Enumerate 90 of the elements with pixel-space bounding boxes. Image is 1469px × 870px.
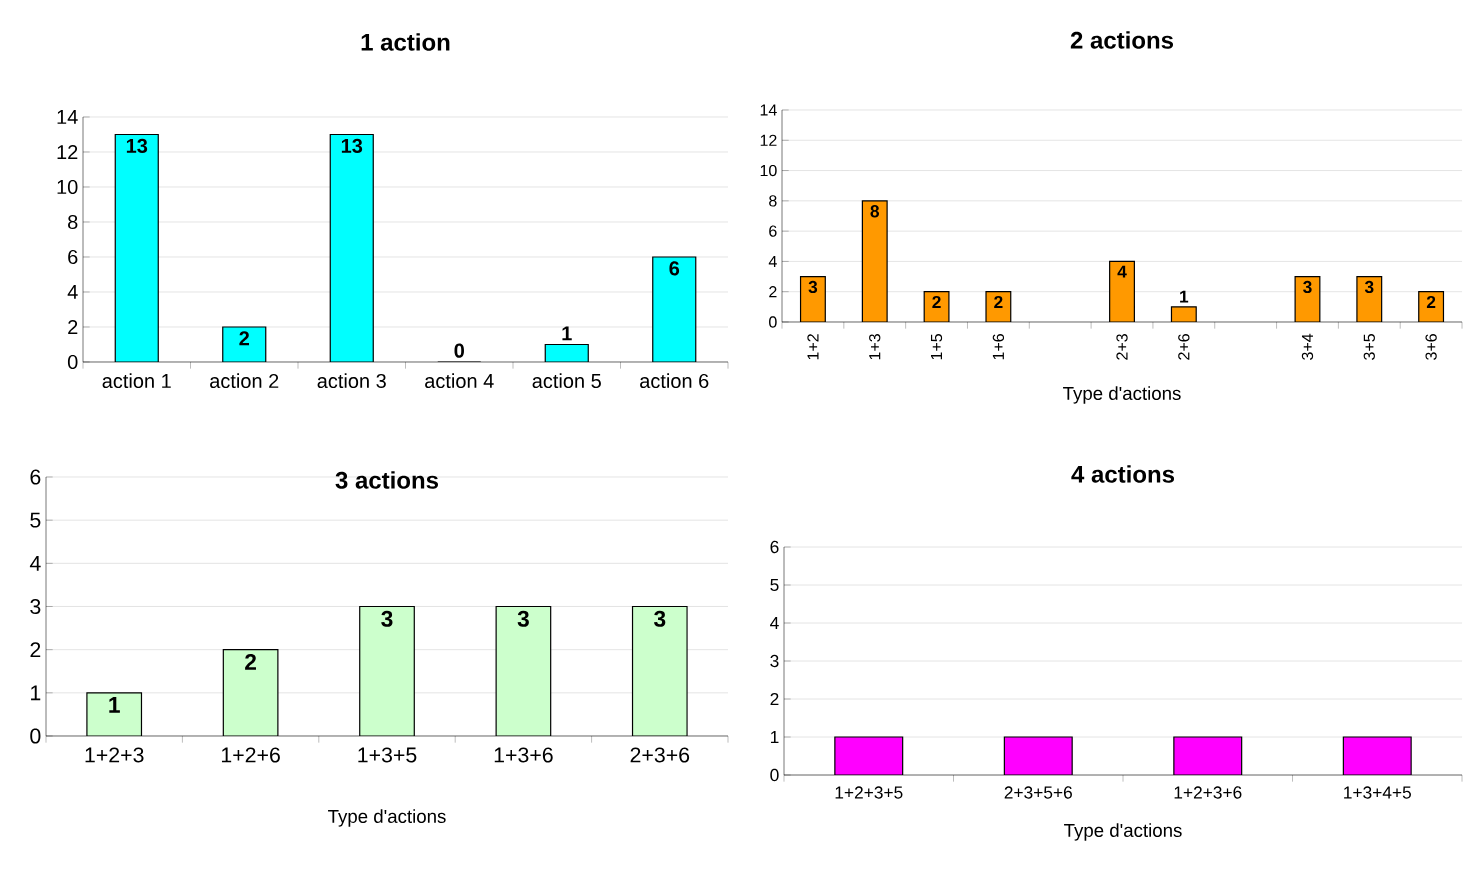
y-tick-label: 4 [770, 617, 779, 629]
data-label: 6 [669, 261, 680, 276]
y-tick-label: 10 [760, 164, 777, 177]
data-label: 2 [245, 653, 256, 670]
x-tick-label: 1+3+5 [358, 747, 417, 763]
x-tick-label: 1+5 [930, 334, 943, 360]
y-tick-label: 0 [67, 354, 78, 370]
y-tick-label: 0 [769, 316, 777, 328]
y-tick-label: 2 [68, 320, 78, 334]
x-axis-title: Type d'actions [1063, 386, 1181, 404]
x-tick-label: 1+2+6 [221, 747, 280, 763]
y-tick-label: 14 [57, 110, 78, 124]
data-label: 3 [1364, 280, 1374, 294]
y-tick-label: 1 [31, 685, 41, 701]
data-label: 3 [1303, 280, 1312, 294]
y-tick-label: 1 [770, 731, 779, 743]
y-tick-label: 0 [30, 728, 41, 744]
bar [86, 692, 143, 736]
x-tick-label: 1+3+6 [494, 747, 553, 763]
x-tick-label: 1+3+4+5 [1344, 786, 1411, 799]
x-tick-label: action 6 [640, 373, 709, 389]
y-tick-label: 2 [30, 642, 41, 658]
x-tick-label: 3+6 [1425, 334, 1437, 360]
data-label: 1 [562, 326, 572, 341]
chart-title: 1 action [361, 33, 450, 51]
data-label: 13 [126, 138, 148, 153]
x-tick-label: action 3 [317, 373, 386, 389]
y-tick-label: 4 [768, 255, 777, 267]
x-tick-label: 1+6 [992, 334, 1005, 360]
x-tick-label: 3+5 [1363, 334, 1375, 360]
x-tick-label: action 1 [102, 373, 171, 389]
bar [114, 133, 159, 362]
y-tick-label: 4 [67, 285, 78, 299]
data-label: 0 [454, 343, 464, 358]
y-tick-label: 6 [770, 540, 779, 554]
y-tick-label: 8 [68, 214, 78, 230]
x-axis-title: Type d'actions [328, 809, 446, 827]
bar [631, 605, 688, 736]
y-tick-label: 8 [769, 195, 777, 207]
data-label: 2 [239, 331, 249, 346]
x-tick-label: action 4 [425, 373, 494, 389]
y-tick-label: 6 [68, 249, 78, 265]
x-tick-label: 1+2 [807, 334, 819, 360]
x-tick-label: action 5 [532, 373, 601, 389]
y-tick-label: 5 [30, 512, 41, 528]
x-tick-label: 2+3+5+6 [1004, 786, 1072, 799]
x-tick-label: 2+6 [1178, 334, 1190, 360]
y-tick-label: 4 [29, 555, 41, 571]
chart-title: 3 actions [335, 471, 439, 489]
data-label: 2 [932, 295, 941, 309]
bar [495, 605, 552, 736]
bar [1109, 260, 1135, 322]
y-tick-label: 0 [770, 768, 779, 782]
x-tick-label: 2+3 [1116, 334, 1128, 360]
bar [222, 649, 279, 736]
data-label: 2 [994, 295, 1003, 309]
bar [652, 256, 697, 362]
chart-title: 2 actions [1070, 31, 1174, 49]
x-axis-title: Type d'actions [1064, 823, 1182, 841]
data-label: 13 [341, 138, 363, 153]
data-label: 1 [109, 697, 120, 713]
y-tick-label: 6 [30, 469, 41, 485]
data-label: 3 [808, 280, 818, 294]
x-tick-label: action 2 [210, 373, 279, 389]
chart-title: 4 actions [1071, 465, 1175, 483]
data-label: 8 [870, 205, 880, 218]
data-label: 3 [654, 610, 666, 627]
x-tick-label: 1+2+3+6 [1174, 786, 1242, 799]
x-tick-label: 1+2+3+5 [835, 786, 903, 799]
y-tick-label: 3 [770, 654, 779, 668]
y-tick-label: 2 [770, 692, 779, 706]
x-tick-label: 1+3 [869, 334, 881, 360]
x-tick-label: 1+2+3 [85, 747, 144, 763]
y-tick-label: 3 [30, 598, 41, 615]
x-tick-label: 2+3+6 [630, 747, 690, 763]
bar [329, 133, 374, 362]
bar [359, 605, 415, 736]
x-tick-label: 3+4 [1301, 333, 1314, 360]
data-label: 3 [381, 610, 393, 627]
y-tick-label: 12 [760, 134, 777, 146]
data-label: 4 [1117, 265, 1127, 278]
y-tick-label: 6 [769, 225, 777, 237]
y-tick-label: 10 [57, 179, 78, 195]
y-tick-label: 2 [769, 286, 777, 298]
data-label: 3 [517, 610, 529, 627]
y-tick-label: 5 [770, 578, 779, 592]
data-label: 1 [1180, 290, 1189, 303]
data-label: 2 [1426, 295, 1436, 309]
y-tick-label: 14 [760, 104, 777, 116]
y-tick-label: 12 [57, 145, 78, 159]
